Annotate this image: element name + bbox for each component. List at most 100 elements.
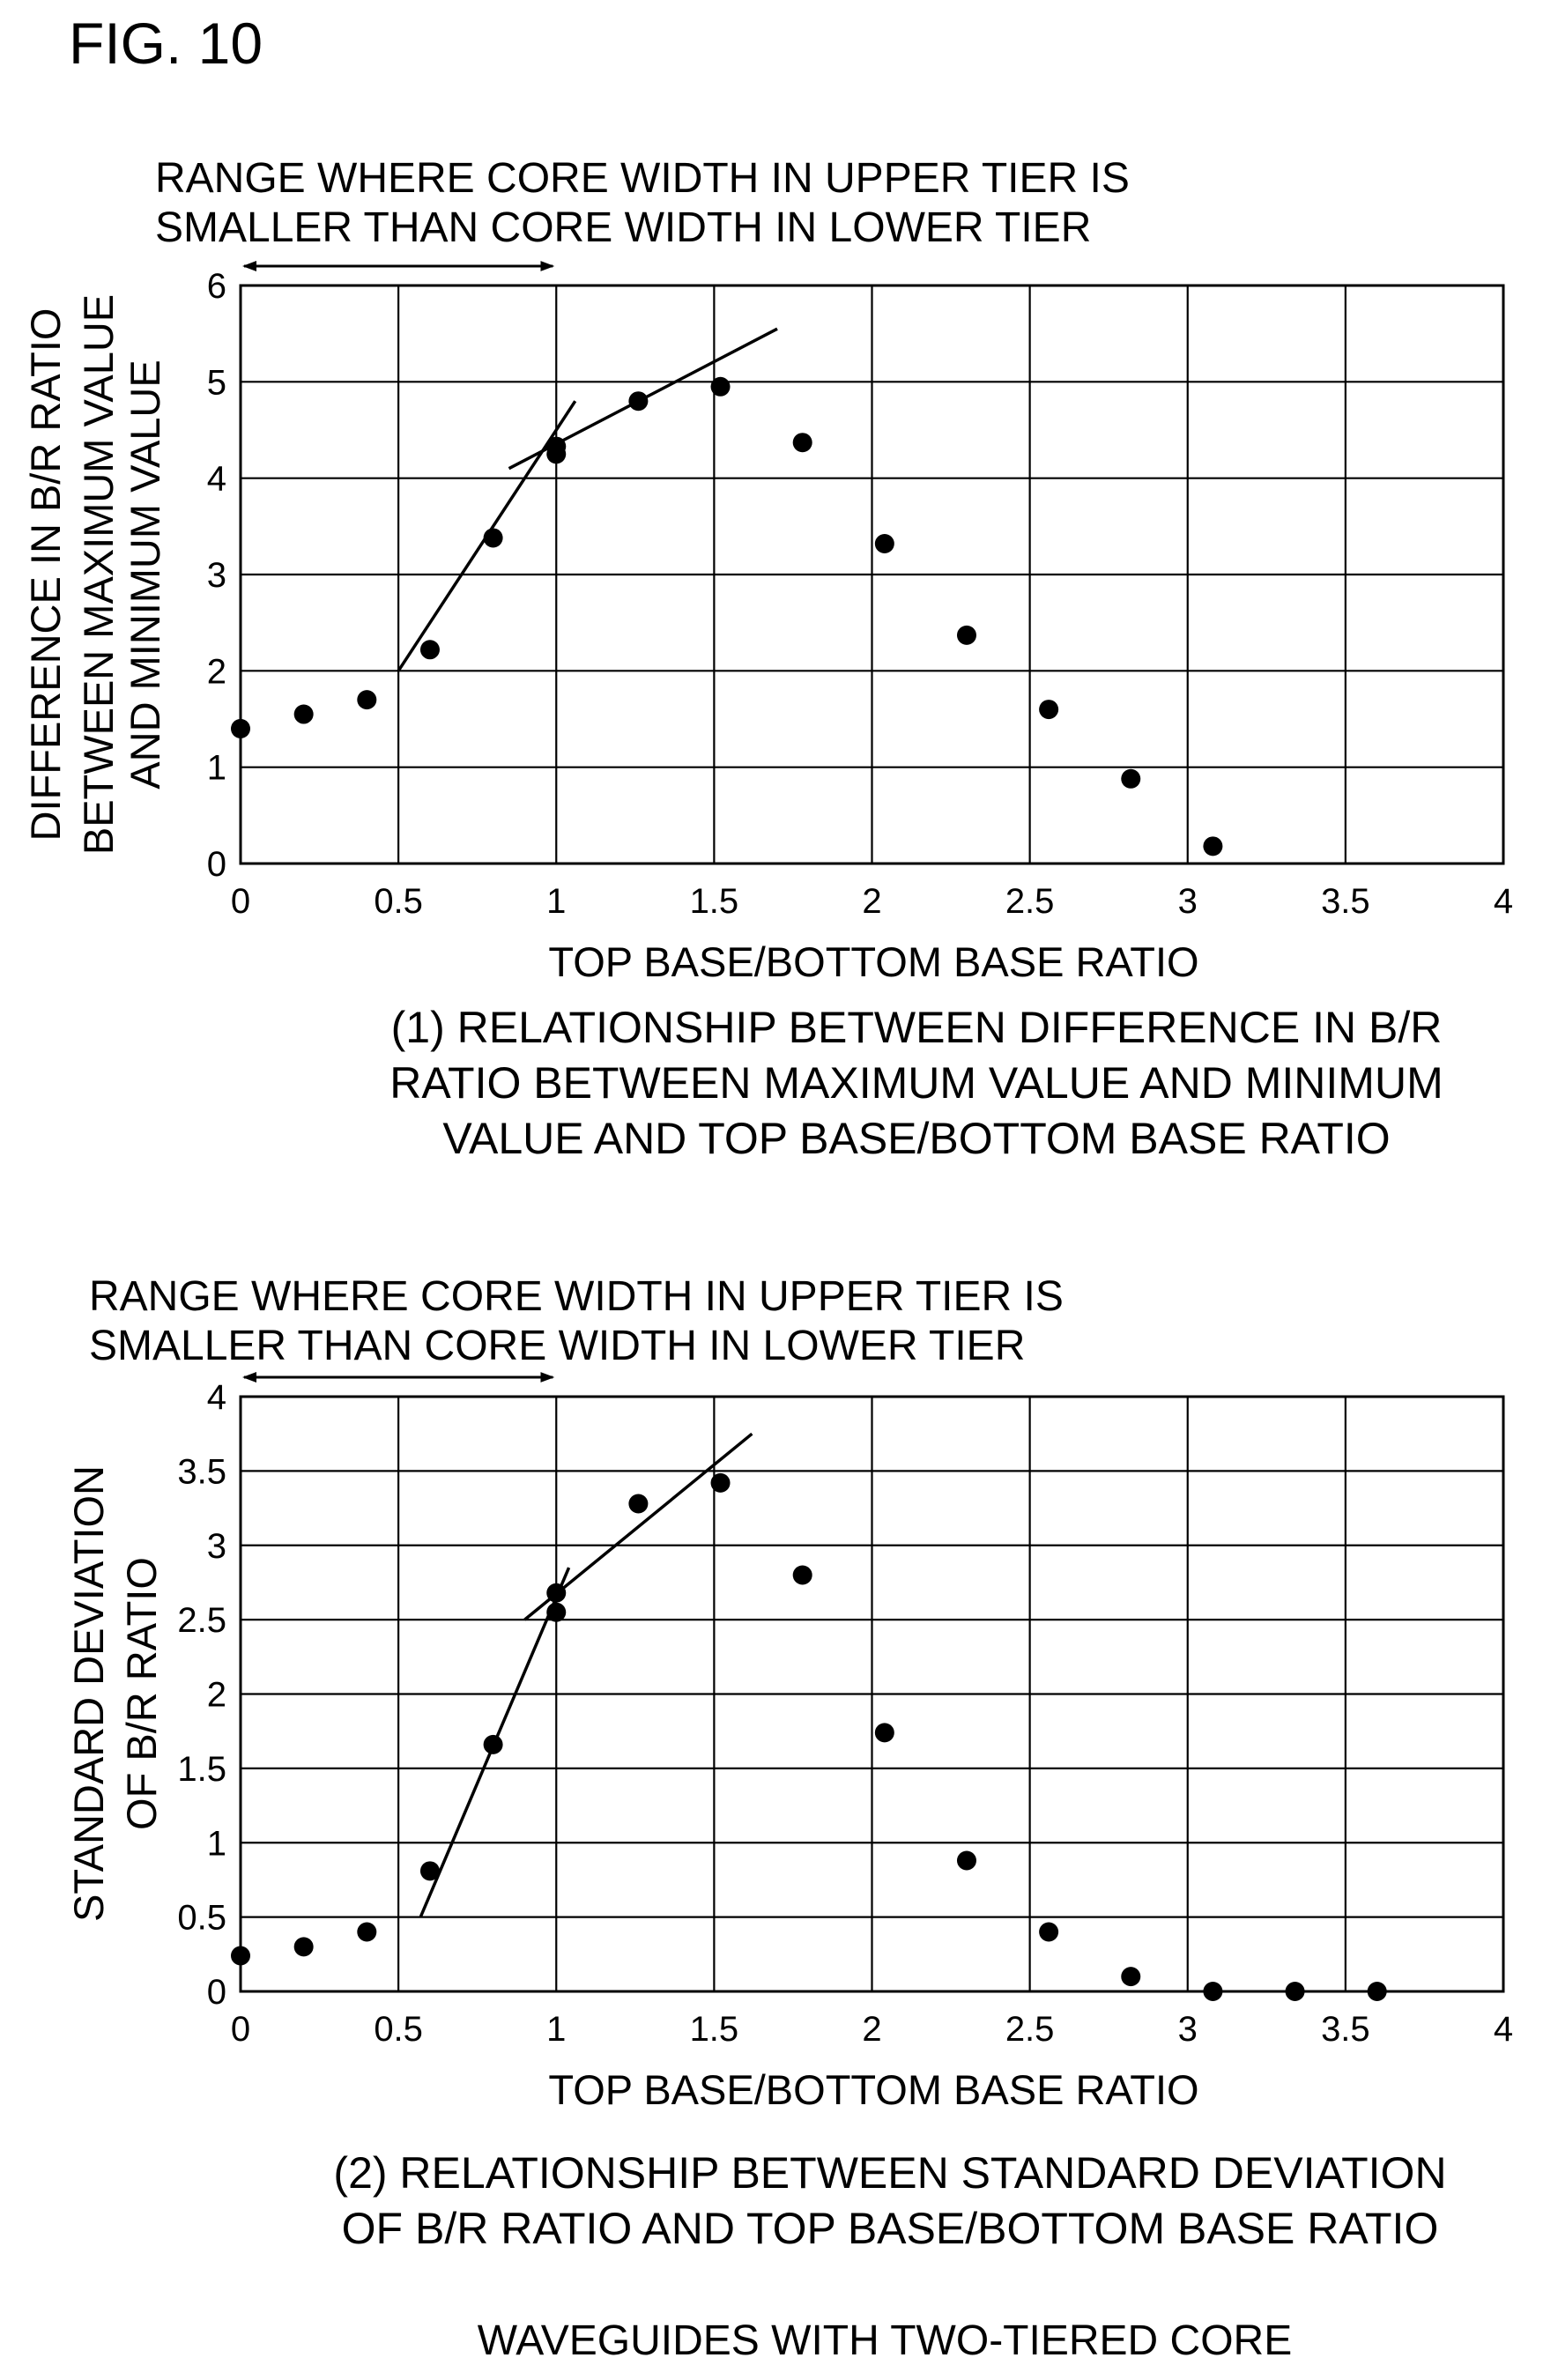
range-annotation-line-1: RANGE WHERE CORE WIDTH IN UPPER TIER IS bbox=[89, 1273, 1064, 1320]
range-annotation: RANGE WHERE CORE WIDTH IN UPPER TIER IS … bbox=[89, 1273, 1064, 1377]
x-axis-label: TOP BASE/BOTTOM BASE RATIO bbox=[548, 2066, 1198, 2113]
y-tick-label: 1 bbox=[207, 1824, 226, 1863]
caption-line-1: (2) RELATIONSHIP BETWEEN STANDARD DEVIAT… bbox=[333, 2148, 1446, 2198]
x-tick-labels: 0 0.5 1 1.5 2 2.5 3 3.5 4 bbox=[231, 882, 1513, 921]
data-point bbox=[1039, 700, 1058, 719]
y-tick-labels: 0 0.5 1 1.5 2 2.5 3 3.5 4 bbox=[177, 1378, 226, 2012]
y-tick-label: 1 bbox=[207, 749, 226, 788]
x-tick-label: 4 bbox=[1494, 882, 1513, 921]
data-point bbox=[628, 391, 648, 411]
data-point bbox=[357, 690, 376, 709]
data-point bbox=[1039, 1923, 1058, 1942]
caption: (1) RELATIONSHIP BETWEEN DIFFERENCE IN B… bbox=[389, 1003, 1443, 1163]
data-points bbox=[231, 377, 1222, 856]
data-point bbox=[1121, 769, 1140, 789]
data-point bbox=[231, 719, 250, 738]
data-point bbox=[294, 705, 314, 724]
y-tick-label: 2.5 bbox=[177, 1601, 226, 1640]
data-point bbox=[957, 1851, 976, 1871]
x-tick-label: 3.5 bbox=[1321, 2010, 1370, 2049]
data-point bbox=[1368, 1982, 1387, 2001]
x-tick-label: 0 bbox=[231, 2010, 250, 2049]
data-point bbox=[546, 1603, 566, 1622]
y-tick-label: 5 bbox=[207, 363, 226, 402]
data-point bbox=[1203, 836, 1222, 856]
chart-1: RANGE WHERE CORE WIDTH IN UPPER TIER IS … bbox=[22, 155, 1513, 1163]
data-point bbox=[957, 626, 976, 645]
data-points bbox=[231, 1473, 1387, 2001]
data-point bbox=[484, 1735, 503, 1754]
x-tick-label: 2.5 bbox=[1005, 2010, 1055, 2049]
x-tick-label: 2.5 bbox=[1005, 882, 1055, 921]
x-tick-label: 2 bbox=[862, 2010, 881, 2049]
data-point bbox=[546, 1583, 566, 1603]
y-tick-label: 4 bbox=[207, 1378, 226, 1417]
x-tick-label: 4 bbox=[1494, 2010, 1513, 2049]
data-point bbox=[1203, 1982, 1222, 2001]
x-tick-label: 3.5 bbox=[1321, 882, 1370, 921]
data-point bbox=[711, 1473, 731, 1493]
fit-lines bbox=[420, 1434, 752, 1917]
y-tick-label: 0 bbox=[207, 845, 226, 884]
y-axis-label: STANDARD DEVIATION OF B/R RATIO bbox=[65, 1465, 165, 1922]
data-point bbox=[294, 1937, 314, 1956]
data-point bbox=[484, 528, 503, 547]
y-axis-label-line-2: OF B/R RATIO bbox=[118, 1557, 165, 1830]
data-point bbox=[357, 1923, 376, 1942]
data-point bbox=[793, 1566, 812, 1585]
x-tick-label: 1.5 bbox=[690, 882, 739, 921]
data-point bbox=[420, 1861, 440, 1880]
data-point bbox=[875, 1723, 894, 1742]
y-axis-label-line-2: BETWEEN MAXIMUM VALUE bbox=[75, 294, 122, 855]
data-point bbox=[628, 1494, 648, 1514]
data-point bbox=[793, 433, 812, 452]
range-annotation-line-2: SMALLER THAN CORE WIDTH IN LOWER TIER bbox=[89, 1323, 1025, 1369]
data-point bbox=[420, 640, 440, 659]
y-tick-label: 1.5 bbox=[177, 1750, 226, 1789]
x-tick-label: 0.5 bbox=[374, 882, 423, 921]
range-annotation-line-1: RANGE WHERE CORE WIDTH IN UPPER TIER IS bbox=[155, 155, 1130, 202]
caption: (2) RELATIONSHIP BETWEEN STANDARD DEVIAT… bbox=[333, 2148, 1446, 2253]
y-tick-label: 4 bbox=[207, 460, 226, 499]
y-tick-label: 2 bbox=[207, 1676, 226, 1715]
y-tick-label: 0.5 bbox=[177, 1899, 226, 1938]
grid bbox=[241, 285, 1503, 864]
data-point bbox=[875, 534, 894, 553]
x-axis-label: TOP BASE/BOTTOM BASE RATIO bbox=[548, 938, 1198, 985]
x-tick-label: 3 bbox=[1178, 882, 1198, 921]
y-axis-label-line-1: DIFFERENCE IN B/R RATIO bbox=[22, 308, 69, 842]
caption-line-1: (1) RELATIONSHIP BETWEEN DIFFERENCE IN B… bbox=[391, 1003, 1443, 1052]
y-tick-label: 3 bbox=[207, 1527, 226, 1566]
caption-line-2: OF B/R RATIO AND TOP BASE/BOTTOM BASE RA… bbox=[342, 2204, 1439, 2253]
figure-footer: WAVEGUIDES WITH TWO-TIERED CORE bbox=[478, 2317, 1292, 2364]
x-tick-label: 1 bbox=[546, 882, 566, 921]
x-tick-label: 1.5 bbox=[690, 2010, 739, 2049]
y-tick-label: 0 bbox=[207, 1973, 226, 2012]
y-tick-labels: 0 1 2 3 4 5 6 bbox=[207, 267, 226, 884]
x-tick-label: 1 bbox=[546, 2010, 566, 2049]
y-axis-label-line-3: AND MINIMUM VALUE bbox=[122, 360, 168, 789]
y-tick-label: 3.5 bbox=[177, 1452, 226, 1491]
range-annotation-line-2: SMALLER THAN CORE WIDTH IN LOWER TIER bbox=[155, 204, 1091, 251]
data-point bbox=[231, 1946, 250, 1966]
x-tick-label: 2 bbox=[862, 882, 881, 921]
data-point bbox=[546, 437, 566, 456]
y-axis-label-line-1: STANDARD DEVIATION bbox=[65, 1465, 112, 1922]
x-tick-label: 3 bbox=[1178, 2010, 1198, 2049]
caption-line-3: VALUE AND TOP BASE/BOTTOM BASE RATIO bbox=[442, 1114, 1390, 1163]
y-tick-label: 6 bbox=[207, 267, 226, 306]
data-point bbox=[1121, 1967, 1140, 1986]
y-tick-label: 3 bbox=[207, 556, 226, 595]
chart-2: RANGE WHERE CORE WIDTH IN UPPER TIER IS … bbox=[65, 1273, 1513, 2253]
x-tick-label: 0.5 bbox=[374, 2010, 423, 2049]
grid bbox=[241, 1397, 1503, 1991]
data-point bbox=[711, 377, 731, 397]
caption-line-2: RATIO BETWEEN MAXIMUM VALUE AND MINIMUM bbox=[389, 1058, 1443, 1108]
range-annotation: RANGE WHERE CORE WIDTH IN UPPER TIER IS … bbox=[155, 155, 1130, 266]
figure-label: FIG. 10 bbox=[69, 11, 263, 76]
y-axis-label: DIFFERENCE IN B/R RATIO BETWEEN MAXIMUM … bbox=[22, 294, 168, 855]
x-tick-label: 0 bbox=[231, 882, 250, 921]
data-point bbox=[1286, 1982, 1305, 2001]
y-tick-label: 2 bbox=[207, 652, 226, 691]
